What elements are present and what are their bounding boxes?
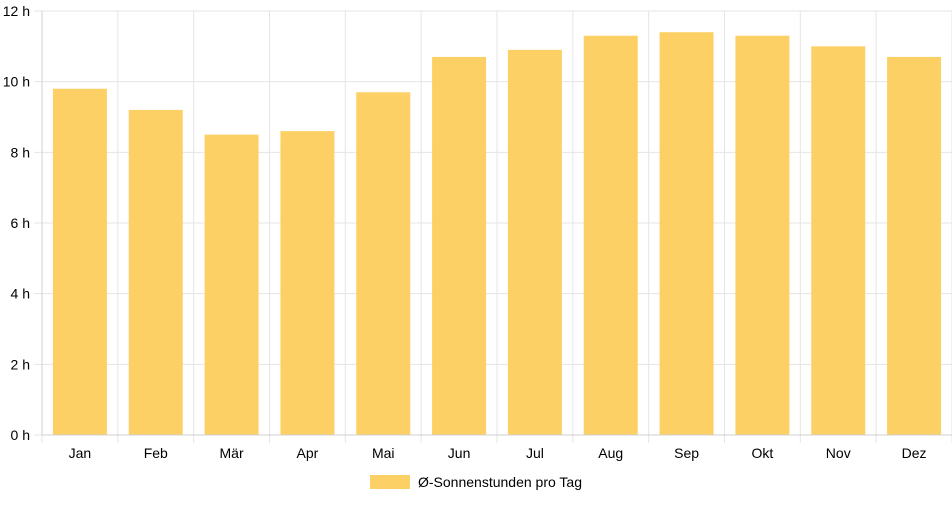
bar-okt[interactable] <box>735 35 790 435</box>
x-tick-label: Dez <box>902 445 927 461</box>
x-tick-label: Feb <box>144 445 168 461</box>
x-tick-label: Mai <box>372 445 395 461</box>
bar-apr[interactable] <box>280 131 335 435</box>
bar-nov[interactable] <box>811 46 866 435</box>
bars <box>52 32 942 436</box>
x-tick-label: Mär <box>220 445 244 461</box>
axes: 0 h 2 h 4 h 6 h 8 h 10 h 12 h Jan Feb Mär Apr Mai Ju… <box>3 3 952 461</box>
y-tick-label: 12 h <box>3 3 30 19</box>
x-tick-label: Nov <box>826 445 851 461</box>
y-tick-label: 10 h <box>3 74 30 90</box>
bar-dez[interactable] <box>887 56 942 435</box>
legend[interactable]: Ø-Sonnenstunden pro Tag <box>370 474 582 490</box>
y-tick-label: 2 h <box>11 356 30 372</box>
bar-jan[interactable] <box>52 88 107 435</box>
bar-jun[interactable] <box>432 56 487 435</box>
legend-label: Ø-Sonnenstunden pro Tag <box>418 474 582 490</box>
y-tick-label: 0 h <box>11 427 30 443</box>
y-tick-label: 4 h <box>11 286 30 302</box>
x-tick-label: Sep <box>674 445 699 461</box>
y-tick-label: 6 h <box>11 215 30 231</box>
grid <box>34 10 952 443</box>
bar-feb[interactable] <box>128 109 183 435</box>
bar-mär[interactable] <box>204 134 259 435</box>
legend-swatch <box>370 475 410 489</box>
x-tick-label: Aug <box>598 445 623 461</box>
y-tick-label: 8 h <box>11 144 30 160</box>
bar-aug[interactable] <box>583 35 638 435</box>
bar-jul[interactable] <box>507 49 562 435</box>
bar-sep[interactable] <box>659 32 714 435</box>
x-tick-label: Jul <box>526 445 544 461</box>
x-tick-label: Apr <box>297 445 319 461</box>
x-tick-label: Okt <box>752 445 774 461</box>
x-tick-label: Jun <box>448 445 471 461</box>
bar-mai[interactable] <box>356 92 411 436</box>
x-tick-label: Jan <box>69 445 92 461</box>
